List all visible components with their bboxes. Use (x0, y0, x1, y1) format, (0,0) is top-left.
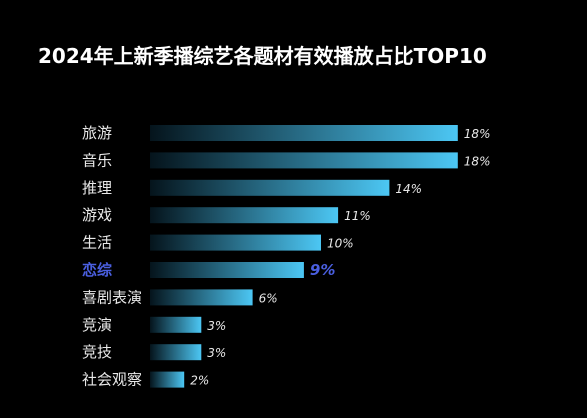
value-label: 9% (310, 261, 335, 279)
bars-layer: 旅游 18% 音乐 18% 推理 14% 游戏 11% 生活 10% 恋综 9% 喜剧表演 6% 竞演 3% 竞… (82, 124, 490, 389)
bar (150, 289, 253, 306)
value-label: 3% (207, 319, 226, 333)
bar (150, 344, 202, 361)
category-label: 推理 (82, 179, 112, 197)
value-label: 10% (327, 237, 354, 251)
category-label: 竞演 (82, 316, 112, 334)
category-label: 竞技 (82, 343, 112, 361)
category-label: 喜剧表演 (82, 288, 142, 306)
bar (150, 179, 390, 196)
category-label: 社会观察 (82, 371, 142, 389)
bar (150, 125, 458, 141)
bar (150, 152, 458, 169)
category-label: 生活 (82, 234, 112, 252)
value-label: 14% (395, 182, 422, 196)
value-label: 11% (344, 209, 371, 223)
value-label: 18% (464, 127, 491, 141)
category-label: 游戏 (82, 206, 112, 224)
bar (150, 316, 202, 333)
bar (150, 234, 321, 251)
chart-title: 2024年上新季播综艺各题材有效播放占比TOP10 (38, 44, 487, 68)
value-label: 6% (259, 291, 278, 305)
category-label: 旅游 (82, 124, 112, 142)
value-label: 18% (464, 154, 491, 168)
category-label: 音乐 (82, 151, 112, 169)
value-label: 3% (207, 346, 226, 360)
bar (150, 262, 304, 278)
bar (150, 207, 339, 224)
value-label: 2% (190, 374, 209, 388)
bar (150, 371, 185, 388)
category-label: 恋综 (82, 261, 112, 279)
